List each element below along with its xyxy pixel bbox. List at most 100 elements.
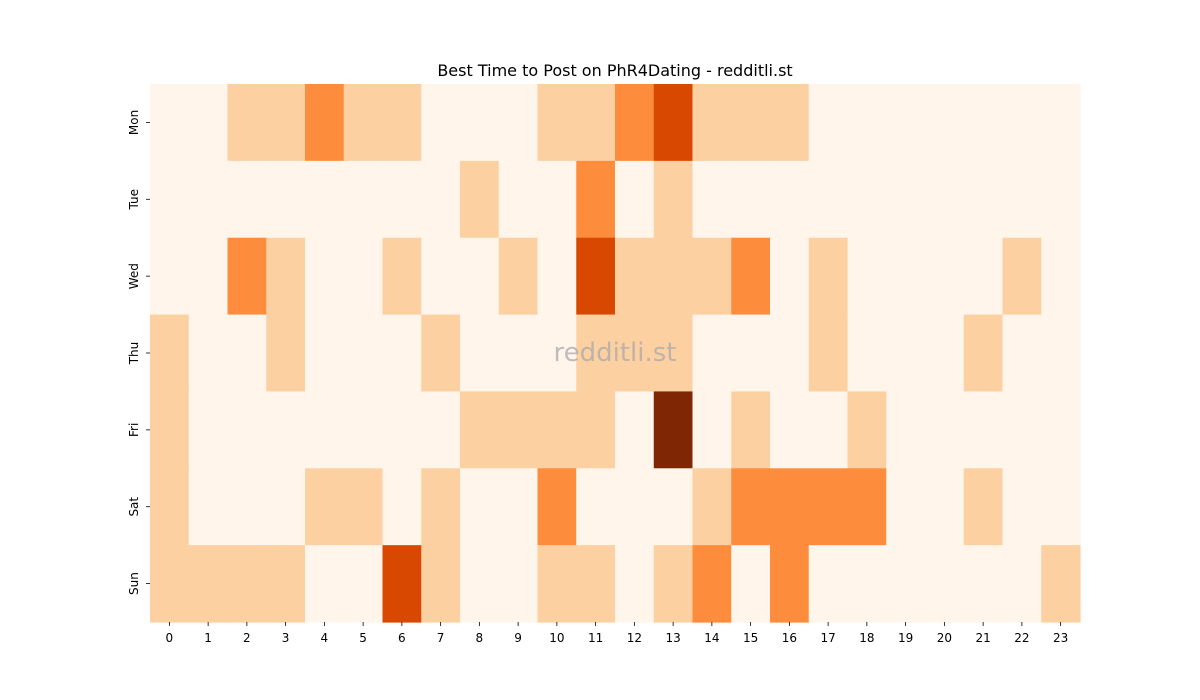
heatmap-cell bbox=[731, 160, 771, 239]
heatmap-cell bbox=[847, 160, 887, 239]
heatmap-cell bbox=[305, 391, 345, 469]
heatmap-cell bbox=[808, 468, 849, 546]
x-axis: 0 1 2 3 4 5 6 7 8 9 10 11 12 13 14 15 16 17 18 19 20 21 22 23 bbox=[166, 622, 1068, 645]
heatmap-cell bbox=[886, 391, 926, 469]
heatmap-cell bbox=[227, 84, 267, 162]
heatmap-cell bbox=[576, 468, 616, 546]
y-tick-label: Tue bbox=[127, 189, 141, 211]
heatmap-cell bbox=[886, 160, 926, 239]
heatmap-cell bbox=[963, 160, 1004, 239]
heatmap-cell bbox=[498, 237, 539, 316]
heatmap-cell bbox=[576, 391, 616, 469]
heatmap-cell bbox=[770, 84, 810, 162]
heatmap-cell bbox=[343, 314, 384, 393]
heatmap-cell bbox=[731, 84, 771, 162]
heatmap-cell bbox=[808, 391, 849, 469]
heatmap-cell bbox=[305, 237, 345, 316]
heatmap-cell bbox=[188, 84, 229, 162]
heatmap-cell bbox=[963, 237, 1004, 316]
heatmap-cell bbox=[692, 545, 732, 623]
heatmap-cell bbox=[305, 314, 345, 393]
heatmap-cell bbox=[188, 391, 229, 469]
heatmap-cell bbox=[653, 237, 694, 316]
heatmap-cell bbox=[266, 84, 306, 162]
heatmap-cell bbox=[537, 314, 577, 393]
heatmap-cell bbox=[692, 84, 732, 162]
heatmap-cell bbox=[576, 545, 616, 623]
heatmap-cell bbox=[692, 391, 732, 469]
x-tick-label: 15 bbox=[743, 631, 758, 645]
heatmap-cell bbox=[770, 468, 810, 546]
x-tick-label: 8 bbox=[476, 631, 484, 645]
x-tick-label: 18 bbox=[859, 631, 874, 645]
heatmap-cell bbox=[847, 468, 887, 546]
heatmap-cell bbox=[1041, 314, 1081, 393]
heatmap-cell bbox=[498, 84, 539, 162]
x-tick-label: 16 bbox=[782, 631, 797, 645]
heatmap-cell bbox=[886, 545, 926, 623]
heatmap-cell bbox=[925, 160, 965, 239]
x-tick-label: 17 bbox=[820, 631, 835, 645]
x-tick-label: 11 bbox=[588, 631, 603, 645]
heatmap-cell bbox=[188, 314, 229, 393]
heatmap-cell bbox=[227, 237, 267, 316]
heatmap-cell bbox=[1002, 545, 1042, 623]
heatmap-cell bbox=[653, 545, 694, 623]
heatmap-cell bbox=[770, 237, 810, 316]
heatmap-cell bbox=[266, 391, 306, 469]
heatmap-cell bbox=[382, 84, 422, 162]
heatmap-cell bbox=[1041, 545, 1081, 623]
y-tick-label: Fri bbox=[127, 423, 141, 437]
y-tick-label: Sun bbox=[127, 572, 141, 595]
x-tick-label: 14 bbox=[704, 631, 719, 645]
heatmap-cell bbox=[421, 314, 461, 393]
x-tick-label: 0 bbox=[166, 631, 174, 645]
heatmap-cell bbox=[576, 160, 616, 239]
heatmap-cell bbox=[150, 391, 190, 469]
heatmap-cell bbox=[847, 84, 887, 162]
heatmap-cell bbox=[770, 160, 810, 239]
heatmap-cell bbox=[343, 160, 384, 239]
heatmap-cell bbox=[188, 160, 229, 239]
heatmap-cell bbox=[1041, 237, 1081, 316]
heatmap-cell bbox=[382, 468, 422, 546]
heatmap-cell bbox=[808, 545, 849, 623]
heatmap-cell bbox=[847, 391, 887, 469]
x-tick-label: 23 bbox=[1053, 631, 1068, 645]
heatmap-cell bbox=[150, 237, 190, 316]
y-axis: Mon Tue Wed Thu Fri Sat Sun bbox=[127, 110, 150, 595]
heatmap-cell bbox=[227, 314, 267, 393]
heatmap-cell bbox=[537, 84, 577, 162]
heatmap-cell bbox=[1002, 468, 1042, 546]
heatmap-cell bbox=[305, 84, 345, 162]
heatmap-cell bbox=[460, 160, 500, 239]
heatmap-cell bbox=[925, 314, 965, 393]
heatmap-cell bbox=[886, 468, 926, 546]
heatmap-cell bbox=[227, 468, 267, 546]
x-tick-label: 6 bbox=[398, 631, 406, 645]
heatmap-cell bbox=[382, 391, 422, 469]
heatmap-cell bbox=[692, 160, 732, 239]
heatmap-cell bbox=[925, 545, 965, 623]
heatmap-cell bbox=[963, 84, 1004, 162]
heatmap-cell bbox=[150, 468, 190, 546]
heatmap-cell bbox=[963, 468, 1004, 546]
heatmap-cell bbox=[305, 545, 345, 623]
heatmap-cell bbox=[615, 237, 655, 316]
y-tick-label: Wed bbox=[127, 263, 141, 289]
heatmap-cell bbox=[1041, 84, 1081, 162]
heatmap-cell bbox=[1041, 160, 1081, 239]
heatmap-cell bbox=[808, 160, 849, 239]
heatmap-cell bbox=[150, 84, 190, 162]
heatmap-cell bbox=[615, 160, 655, 239]
heatmap-cell bbox=[731, 391, 771, 469]
heatmap-cell bbox=[498, 160, 539, 239]
heatmap-cell bbox=[421, 391, 461, 469]
heatmap-cell bbox=[305, 160, 345, 239]
heatmap-cell bbox=[770, 314, 810, 393]
heatmap-cell bbox=[847, 545, 887, 623]
heatmap-cell bbox=[227, 545, 267, 623]
heatmap-cell bbox=[460, 391, 500, 469]
heatmap-cell bbox=[576, 237, 616, 316]
